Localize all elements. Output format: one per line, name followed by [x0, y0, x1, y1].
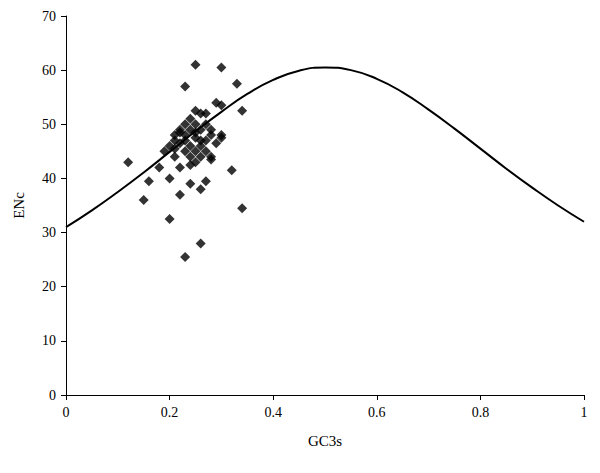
svg-text:70: 70: [42, 9, 56, 24]
svg-text:60: 60: [42, 63, 56, 78]
svg-text:1: 1: [581, 405, 588, 420]
svg-text:0.6: 0.6: [368, 405, 386, 420]
svg-text:0: 0: [63, 405, 70, 420]
svg-text:30: 30: [42, 225, 56, 240]
svg-text:0.4: 0.4: [264, 405, 282, 420]
svg-text:GC3s: GC3s: [308, 433, 342, 449]
svg-text:10: 10: [42, 333, 56, 348]
svg-text:20: 20: [42, 279, 56, 294]
svg-text:50: 50: [42, 117, 56, 132]
svg-text:0.8: 0.8: [472, 405, 490, 420]
svg-text:0: 0: [49, 388, 56, 403]
svg-text:ENc: ENc: [11, 192, 27, 219]
svg-text:40: 40: [42, 171, 56, 186]
svg-text:0.2: 0.2: [161, 405, 179, 420]
